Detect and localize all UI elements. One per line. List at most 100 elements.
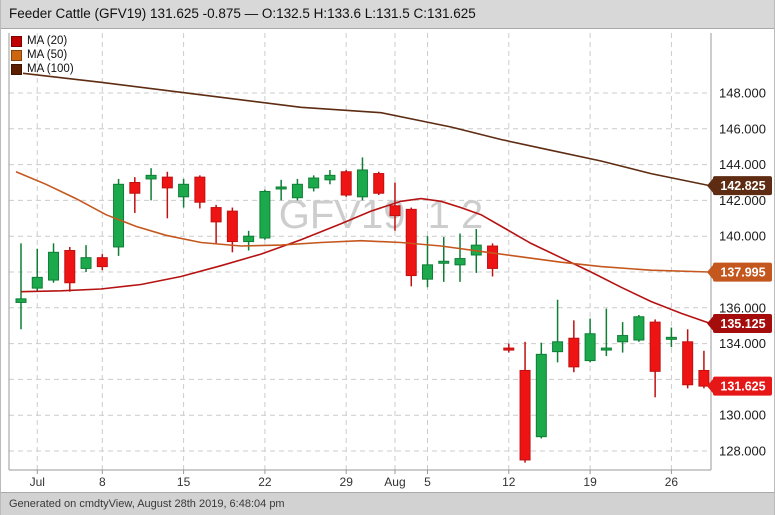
x-tick-label: Jul — [30, 475, 45, 489]
ma-50-swatch-icon — [11, 49, 22, 61]
candle[interactable] — [324, 169, 336, 185]
x-tick-label: 15 — [177, 475, 191, 489]
candle-body-down — [64, 250, 76, 284]
legend-item-ma-50[interactable]: MA (50) — [11, 48, 74, 62]
candle[interactable] — [454, 233, 466, 282]
ma-legend: MA (20) MA (50) MA (100) — [11, 34, 74, 76]
legend-item-ma-20[interactable]: MA (20) — [11, 34, 74, 48]
candle-body-up — [308, 177, 320, 189]
candle[interactable] — [113, 178, 125, 256]
candle-body-up — [454, 258, 466, 266]
price-badge: 131.625 — [707, 376, 772, 396]
candle[interactable] — [31, 248, 43, 292]
legend-item-ma-100[interactable]: MA (100) — [11, 62, 74, 76]
x-tick-label: 19 — [583, 475, 597, 489]
ma-100-swatch-icon — [11, 63, 22, 75]
candle-body-up — [617, 335, 629, 343]
candle[interactable] — [649, 319, 661, 398]
price-badge-label: 131.625 — [720, 380, 765, 394]
candle[interactable] — [665, 327, 677, 348]
legend-label: MA (50) — [27, 49, 68, 61]
plot-frame — [8, 33, 712, 471]
candle[interactable] — [210, 204, 222, 244]
candle-body-up — [48, 251, 60, 281]
candle[interactable] — [15, 243, 27, 330]
candle-body-down — [682, 341, 694, 386]
candle-body-down — [340, 171, 352, 196]
candle[interactable] — [698, 350, 710, 389]
candle-body-up — [422, 264, 433, 280]
candle[interactable] — [487, 243, 499, 277]
candle[interactable] — [194, 175, 206, 209]
candle[interactable] — [633, 314, 645, 342]
candle[interactable] — [535, 342, 547, 439]
legend-label: MA (20) — [27, 35, 68, 47]
candle-body-up — [665, 336, 677, 340]
candle-body-down — [698, 369, 710, 387]
candle[interactable] — [48, 243, 60, 283]
y-axis-labels[interactable]: 148.000 146.000 144.000 142.000 140.000 136.0… — [719, 86, 766, 459]
candle-body-down — [210, 207, 222, 223]
candle[interactable] — [243, 230, 255, 251]
candle[interactable] — [259, 189, 271, 240]
candle-body-up — [243, 235, 255, 243]
price-chart-canvas[interactable]: GFV19, 1 2 Jul 8 15 22 29 Aug 5 12 19 26 148.000 146… — [1, 30, 775, 492]
candle[interactable] — [405, 207, 417, 287]
y-tick-label: 146.000 — [719, 121, 766, 136]
candle-body-up — [145, 174, 157, 180]
chart-area[interactable]: GFV19, 1 2 Jul 8 15 22 29 Aug 5 12 19 26 148.000 146… — [1, 30, 775, 492]
chart-title-bar: Feeder Cattle (GFV19) 131.625 -0.875 — O… — [1, 0, 774, 29]
candle-body-up — [535, 353, 547, 438]
price-badge-label: 137.995 — [720, 266, 765, 280]
candle[interactable] — [389, 182, 401, 231]
price-badge-box — [713, 176, 772, 196]
y-tick-label: 136.000 — [719, 300, 766, 315]
candle[interactable] — [80, 245, 92, 272]
ma-20-swatch-icon — [11, 35, 22, 47]
candle[interactable] — [552, 299, 564, 363]
candle-body-up — [275, 186, 287, 190]
candle-body-up — [324, 174, 336, 181]
x-tick-label: 8 — [99, 475, 106, 489]
candle[interactable] — [291, 178, 303, 201]
price-badge-box — [713, 262, 772, 282]
candle[interactable] — [308, 175, 320, 192]
candle[interactable] — [129, 177, 141, 213]
price-badge-box — [713, 313, 772, 333]
candle-body-up — [600, 347, 612, 351]
candle-body-down — [161, 176, 173, 189]
y-tick-label: 142.000 — [719, 193, 766, 208]
candle-body-up — [356, 169, 368, 198]
candle[interactable] — [503, 343, 515, 353]
candle[interactable] — [275, 179, 287, 201]
watermark: GFV19, 1 2 — [279, 193, 484, 237]
candle[interactable] — [145, 168, 157, 201]
candle[interactable] — [438, 237, 450, 282]
candle[interactable] — [584, 318, 596, 363]
candle-body-down — [194, 176, 206, 203]
candle[interactable] — [178, 178, 190, 208]
candle[interactable] — [682, 329, 694, 389]
candle[interactable] — [340, 169, 352, 197]
candle[interactable] — [356, 157, 368, 201]
price-badge-label: 142.825 — [720, 179, 765, 193]
candle[interactable] — [161, 171, 173, 219]
candle-body-down — [389, 205, 401, 217]
x-axis-labels[interactable]: Jul 8 15 22 29 Aug 5 12 19 26 — [30, 470, 679, 489]
y-tick-label: 128.000 — [719, 444, 766, 459]
candle-body-up — [113, 183, 125, 248]
footer-bar: Generated on cmdtyView, August 28th 2019… — [1, 492, 774, 515]
gridlines — [9, 33, 711, 470]
y-tick-label: 134.000 — [719, 336, 766, 351]
candle[interactable] — [568, 320, 580, 373]
candle-body-down — [568, 337, 580, 368]
candle[interactable] — [96, 254, 108, 271]
candle[interactable] — [519, 341, 531, 463]
candle[interactable] — [373, 171, 385, 196]
candle[interactable] — [64, 246, 76, 292]
candle[interactable] — [617, 322, 629, 353]
chart-title: Feeder Cattle (GFV19) 131.625 -0.875 — O… — [9, 6, 476, 21]
y-tick-label: 130.000 — [719, 408, 766, 423]
candle-body-up — [438, 260, 450, 264]
candle[interactable] — [600, 308, 612, 357]
